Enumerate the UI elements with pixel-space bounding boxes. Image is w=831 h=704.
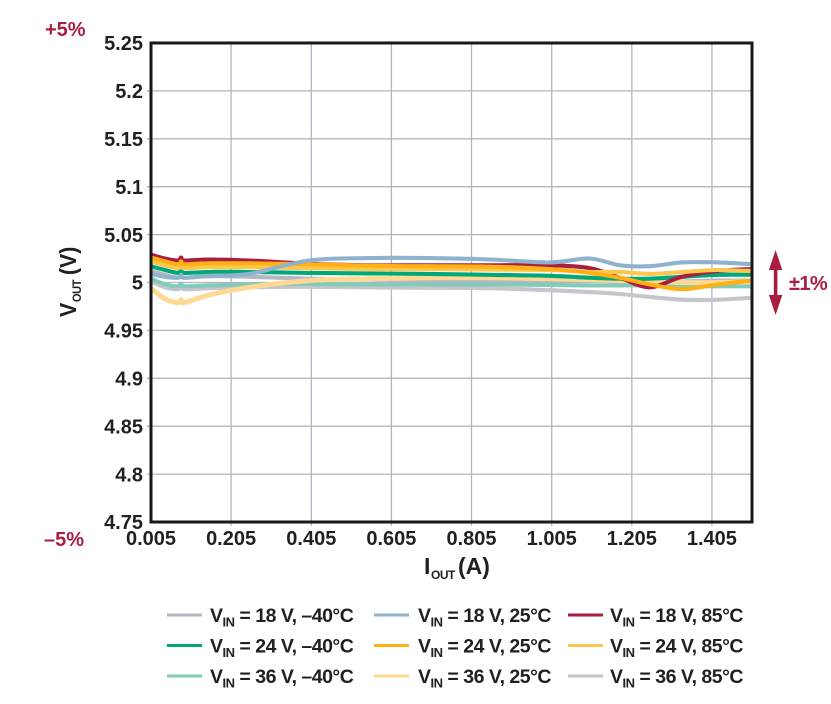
svg-text:1.205: 1.205	[607, 528, 657, 550]
svg-text:OUT: OUT	[431, 568, 456, 582]
svg-text:(A): (A)	[458, 553, 490, 579]
svg-text:±1%: ±1%	[789, 273, 828, 295]
svg-text:5.1: 5.1	[115, 177, 143, 199]
svg-text:0.405: 0.405	[286, 528, 336, 550]
svg-text:(V): (V)	[55, 247, 81, 275]
svg-text:OUT: OUT	[72, 280, 84, 303]
svg-text:VIN = 18 V, 25°C: VIN = 18 V, 25°C	[418, 605, 551, 630]
svg-text:4.95: 4.95	[104, 321, 143, 343]
svg-text:0.005: 0.005	[126, 528, 176, 550]
svg-text:VIN = 24 V, –40°C: VIN = 24 V, –40°C	[210, 636, 354, 661]
svg-text:0.605: 0.605	[366, 528, 416, 550]
svg-text:VIN = 18 V, –40°C: VIN = 18 V, –40°C	[210, 605, 354, 630]
svg-text:5.15: 5.15	[104, 129, 143, 151]
svg-text:VIN = 18 V, 85°C: VIN = 18 V, 85°C	[610, 605, 743, 630]
svg-text:–5%: –5%	[44, 529, 84, 551]
svg-text:5: 5	[132, 273, 143, 295]
svg-text:0.805: 0.805	[446, 528, 496, 550]
svg-text:4.85: 4.85	[104, 416, 143, 438]
svg-text:5.05: 5.05	[104, 225, 143, 247]
svg-text:VIN = 36 V, –40°C: VIN = 36 V, –40°C	[210, 666, 354, 691]
svg-text:+5%: +5%	[45, 19, 86, 41]
svg-text:VIN = 24 V, 25°C: VIN = 24 V, 25°C	[418, 636, 551, 661]
svg-text:1.405: 1.405	[687, 528, 737, 550]
svg-text:V: V	[55, 303, 81, 317]
svg-text:5.25: 5.25	[104, 33, 143, 55]
svg-text:1.005: 1.005	[527, 528, 577, 550]
svg-text:4.8: 4.8	[115, 464, 143, 486]
svg-text:4.75: 4.75	[104, 512, 143, 534]
svg-text:I: I	[424, 553, 430, 579]
svg-text:5.2: 5.2	[115, 81, 143, 103]
svg-text:4.9: 4.9	[115, 369, 143, 391]
svg-text:0.205: 0.205	[206, 528, 256, 550]
